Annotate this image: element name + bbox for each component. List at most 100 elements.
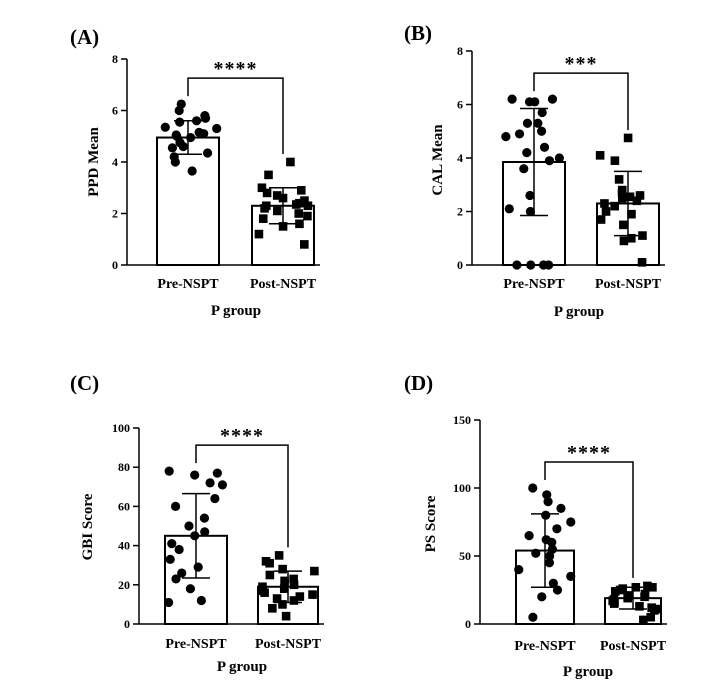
- data-point: [199, 513, 210, 523]
- x-category-label: Post-NSPT: [595, 277, 662, 292]
- x-category-label: Post-NSPT: [255, 637, 322, 652]
- panel-label: (A): [70, 25, 99, 49]
- data-point: [631, 582, 641, 592]
- panel-label: (B): [404, 21, 432, 45]
- y-tick-label: 4: [457, 151, 463, 165]
- data-point: [617, 188, 627, 198]
- data-point: [268, 604, 277, 613]
- data-point: [639, 615, 648, 625]
- data-point: [273, 206, 282, 216]
- data-point: [308, 590, 317, 599]
- data-point: [264, 170, 273, 180]
- data-point: [635, 602, 644, 611]
- data-point: [648, 582, 657, 592]
- data-point: [627, 209, 636, 219]
- data-point: [174, 544, 184, 555]
- data-point: [623, 593, 632, 603]
- y-tick-label: 0: [124, 617, 130, 631]
- data-point: [522, 148, 532, 158]
- data-point: [601, 207, 611, 216]
- y-axis-title: GBI Score: [80, 493, 96, 560]
- data-point: [637, 258, 647, 267]
- data-point: [212, 123, 222, 134]
- y-tick-label: 0: [465, 617, 471, 631]
- data-point: [164, 466, 174, 476]
- y-tick-label: 0: [112, 258, 118, 272]
- data-point: [170, 157, 180, 167]
- data-point: [300, 240, 309, 249]
- data-point: [167, 539, 177, 549]
- data-point: [615, 585, 625, 595]
- data-point: [281, 611, 291, 621]
- data-point: [623, 133, 633, 143]
- significance-label: ***: [565, 53, 598, 75]
- y-tick-label: 20: [118, 578, 130, 592]
- x-category-label: Pre-NSPT: [514, 639, 576, 654]
- y-tick-label: 4: [112, 155, 118, 169]
- data-point: [193, 562, 203, 572]
- y-tick-label: 2: [457, 205, 463, 219]
- data-point: [536, 126, 547, 136]
- data-point: [286, 157, 295, 167]
- x-category-label: Post-NSPT: [600, 639, 667, 654]
- data-point: [619, 236, 629, 246]
- data-point: [191, 116, 202, 126]
- data-point: [294, 209, 304, 218]
- data-point: [260, 588, 269, 597]
- data-point: [625, 192, 635, 202]
- significance-label: ****: [567, 442, 611, 464]
- data-point: [544, 156, 555, 166]
- data-point: [278, 564, 287, 574]
- data-point: [171, 574, 181, 584]
- data-point: [291, 200, 301, 209]
- data-point: [205, 478, 215, 488]
- data-point: [543, 497, 553, 507]
- data-point: [528, 612, 538, 622]
- y-tick-label: 60: [118, 499, 130, 513]
- data-point: [524, 97, 535, 107]
- data-point: [548, 578, 558, 588]
- y-tick-label: 50: [459, 549, 471, 563]
- data-point: [278, 600, 287, 609]
- data-point: [610, 201, 619, 211]
- data-point: [196, 595, 206, 606]
- data-point: [537, 107, 547, 118]
- y-tick-label: 6: [457, 98, 463, 112]
- data-point: [174, 105, 184, 116]
- data-point: [596, 215, 606, 224]
- data-point: [177, 568, 187, 578]
- significance-label: ****: [214, 58, 258, 80]
- panel-label: (C): [70, 371, 99, 395]
- data-point: [635, 191, 645, 200]
- data-point: [185, 584, 196, 594]
- data-point: [258, 214, 268, 223]
- panel-a: (A) PPD Mean 0 2 4 6 8 Pre-NSPT Post-NSPT P group…: [70, 25, 320, 319]
- y-tick-label: 100: [453, 481, 471, 495]
- data-point: [640, 592, 649, 602]
- data-point: [187, 166, 197, 176]
- data-point: [300, 196, 309, 205]
- data-point: [295, 592, 305, 601]
- x-axis-title: P group: [217, 659, 267, 675]
- x-category-label: Post-NSPT: [250, 277, 317, 292]
- data-point: [566, 517, 576, 527]
- y-tick-label: 80: [118, 460, 130, 474]
- data-point: [165, 554, 175, 564]
- data-point: [554, 153, 564, 163]
- x-category-label: Pre-NSPT: [503, 277, 565, 292]
- data-point: [202, 148, 213, 158]
- data-point: [254, 229, 264, 239]
- data-point: [600, 199, 609, 208]
- data-point: [632, 196, 642, 206]
- data-point: [528, 483, 538, 493]
- data-point: [199, 129, 209, 139]
- data-point: [280, 576, 289, 586]
- data-point: [217, 480, 228, 490]
- data-point: [504, 204, 514, 214]
- data-point: [539, 142, 550, 152]
- data-point: [531, 548, 541, 558]
- y-tick-label: 0: [457, 258, 463, 272]
- data-point: [545, 551, 555, 561]
- data-point: [303, 201, 313, 211]
